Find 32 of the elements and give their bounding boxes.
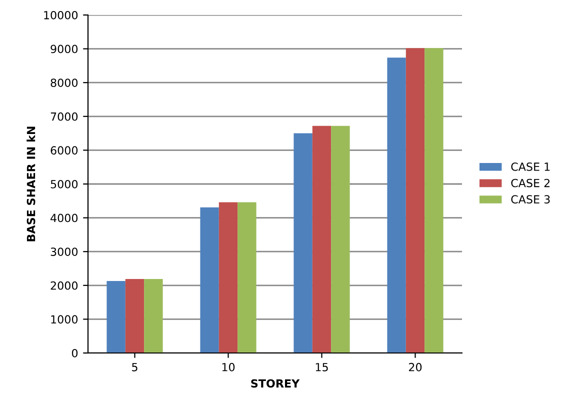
x-tick-label: 20 bbox=[408, 362, 422, 372]
y-tick-label: 2000 bbox=[50, 281, 78, 290]
y-tick-label: 3000 bbox=[50, 248, 78, 256]
x-axis-title: STOREY bbox=[251, 379, 300, 388]
y-axis-title: BASE SHAER IN kN bbox=[26, 126, 36, 242]
y-tick-label: 9000 bbox=[50, 44, 78, 54]
bar bbox=[387, 58, 406, 353]
y-tick-label: 5000 bbox=[50, 180, 78, 188]
bar bbox=[144, 278, 163, 353]
bar bbox=[406, 48, 425, 353]
y-tick-label: 1000 bbox=[51, 315, 78, 324]
bar bbox=[200, 207, 219, 353]
x-tick-label: 5 bbox=[132, 363, 138, 372]
bar bbox=[238, 202, 256, 353]
bar bbox=[294, 133, 312, 353]
bar bbox=[331, 126, 350, 353]
legend-label: CASE 1 bbox=[511, 162, 550, 171]
y-tick-label: 7000 bbox=[50, 112, 78, 121]
bar bbox=[125, 278, 144, 353]
x-tick-label: 15 bbox=[316, 363, 328, 372]
bar bbox=[106, 281, 126, 353]
y-tick-label: 10000 bbox=[44, 10, 78, 20]
y-tick-label: 6000 bbox=[50, 146, 78, 155]
bar bbox=[218, 202, 238, 353]
x-tick-label: 10 bbox=[222, 362, 235, 372]
bar bbox=[424, 48, 444, 353]
y-tick-label: 0 bbox=[72, 348, 78, 358]
y-tick-label: 4000 bbox=[50, 214, 78, 222]
legend-label: CASE 2 bbox=[511, 178, 550, 188]
y-tick-label: 8000 bbox=[50, 78, 78, 87]
bar bbox=[312, 126, 332, 353]
legend-label: CASE 3 bbox=[511, 195, 550, 204]
